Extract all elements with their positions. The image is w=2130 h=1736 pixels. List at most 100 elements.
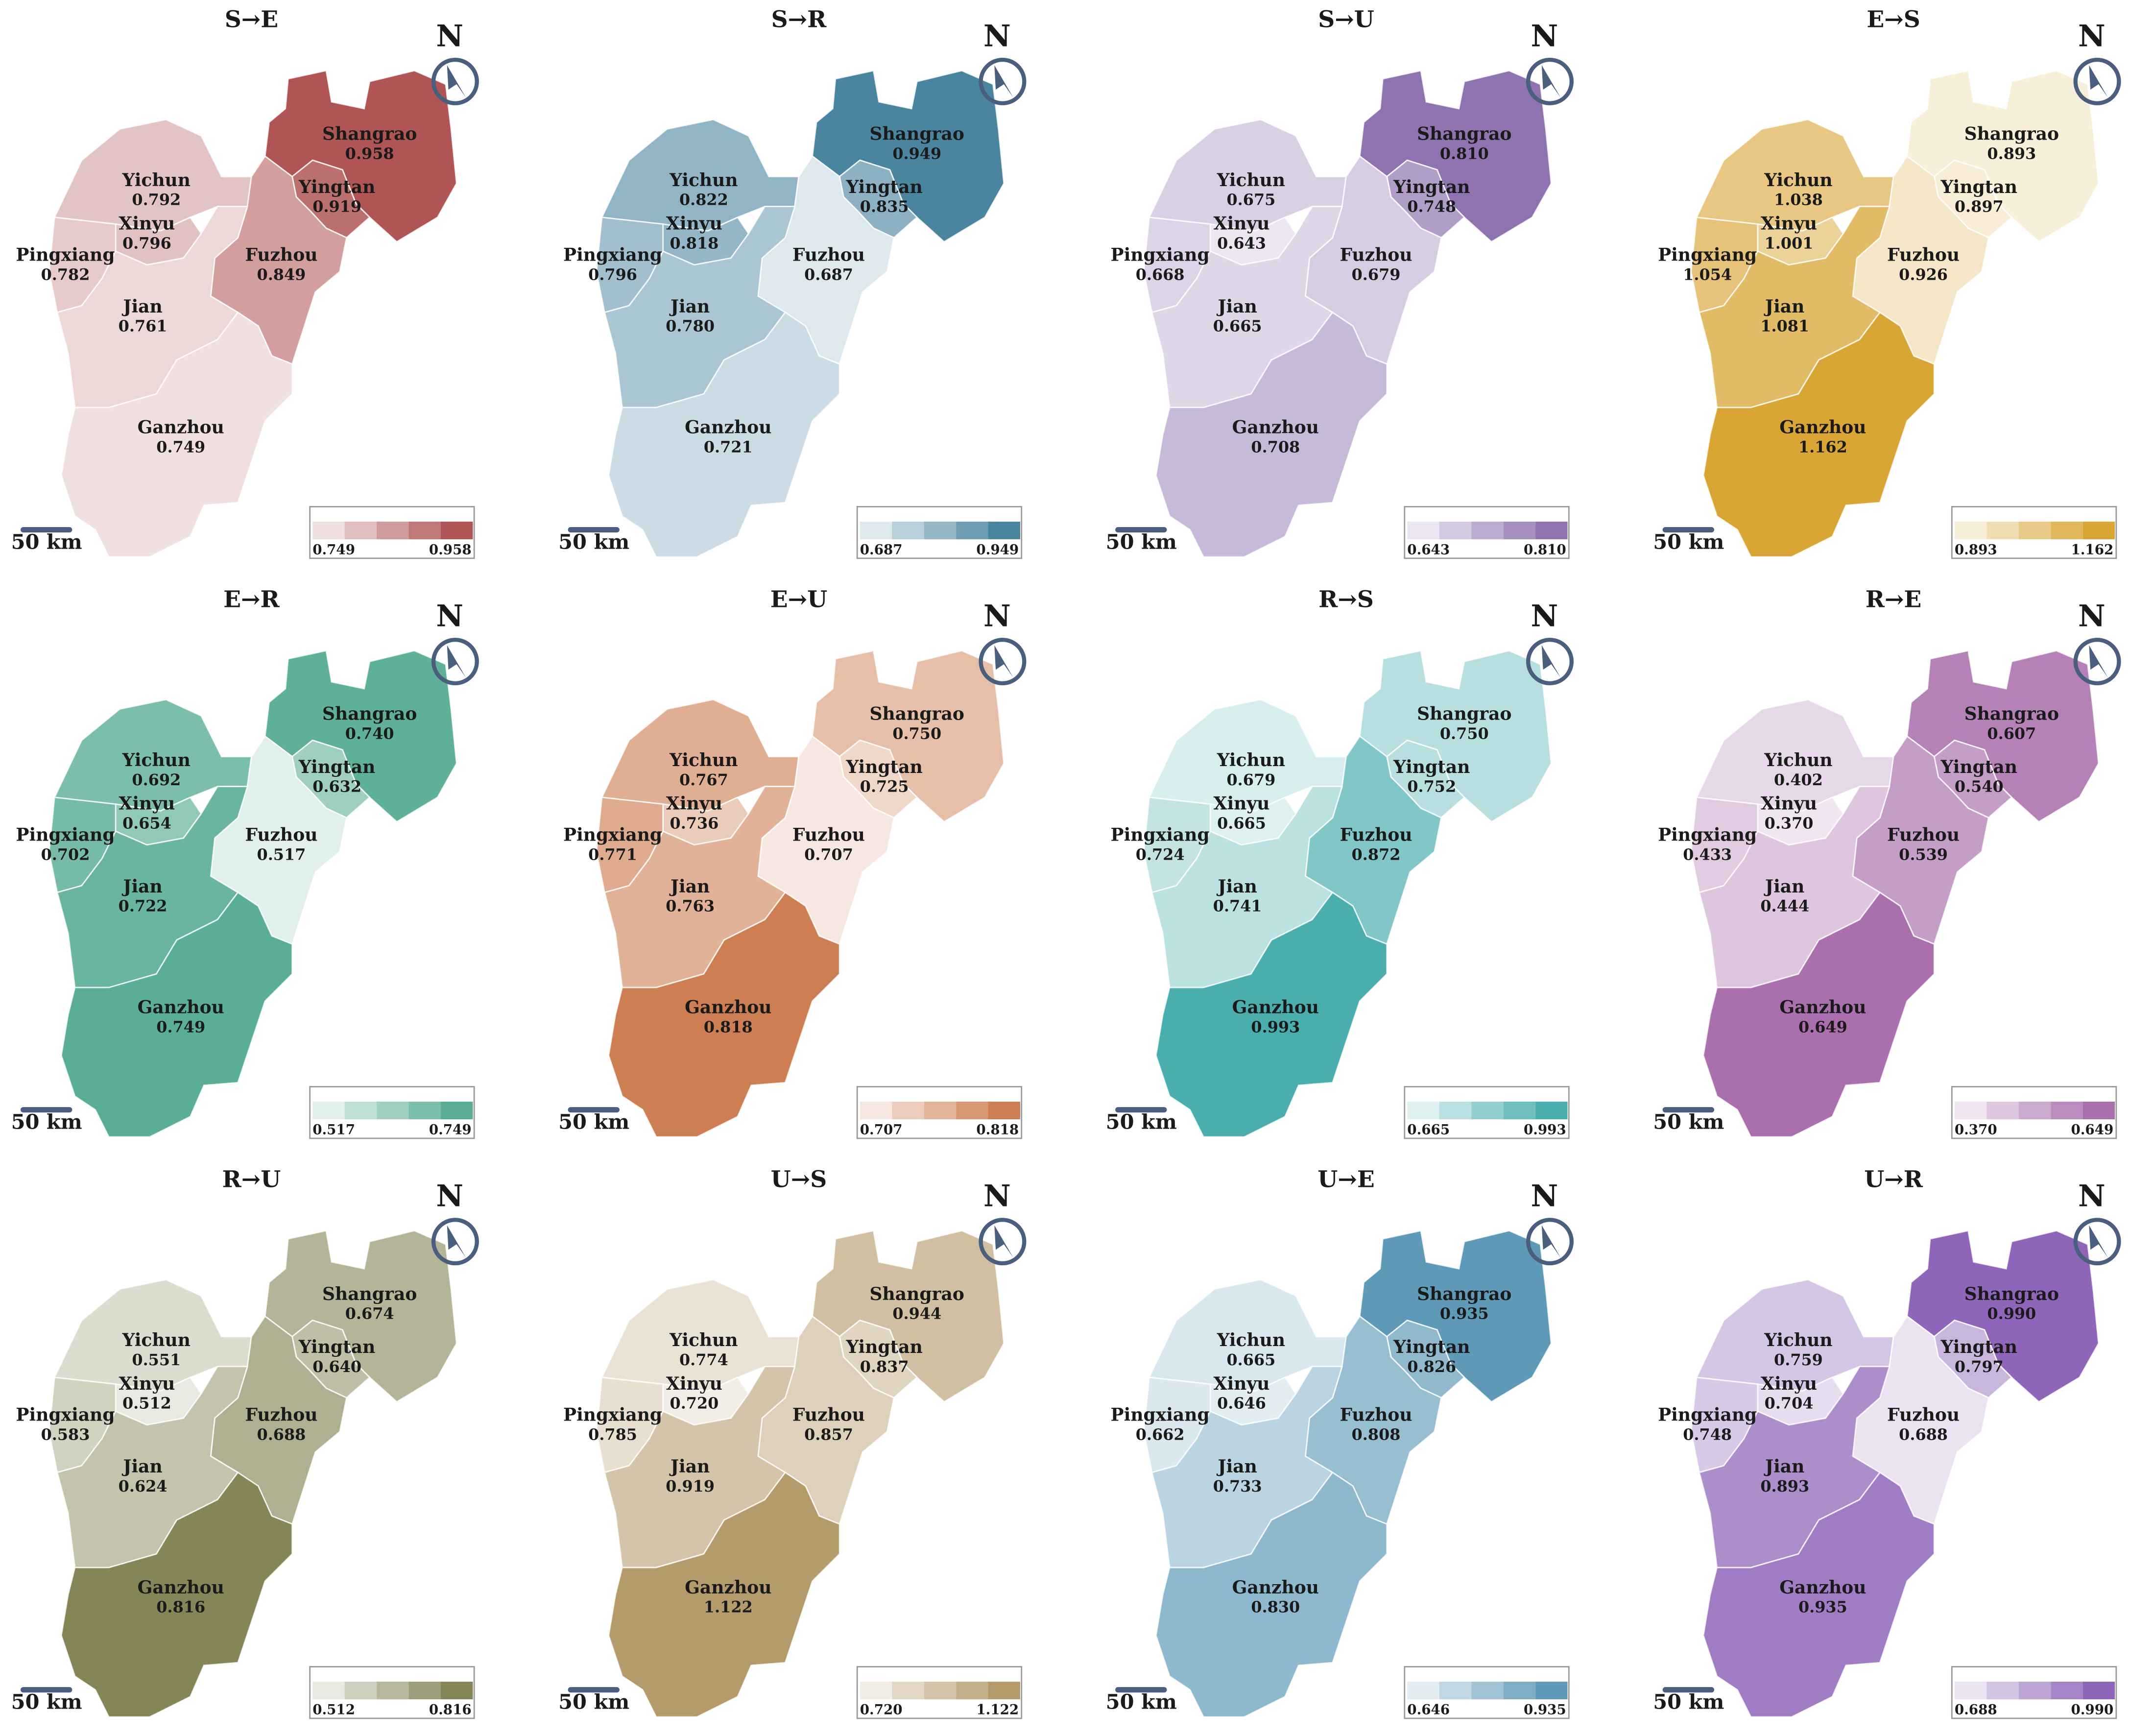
region-value: 0.649 xyxy=(1798,1018,1847,1037)
legend-swatch xyxy=(408,521,441,539)
region-value: 0.721 xyxy=(704,437,753,456)
legend-swatch xyxy=(2082,521,2115,539)
scale-label: 50 km xyxy=(1653,1109,1724,1133)
legend-swatch xyxy=(312,521,345,539)
region-name: Yingtan xyxy=(298,176,375,197)
region-value: 0.818 xyxy=(704,1018,753,1037)
region-value: 0.835 xyxy=(860,197,909,216)
compass xyxy=(1526,637,1574,686)
legend-max: 0.993 xyxy=(1524,1122,1566,1138)
north-label: N xyxy=(983,599,1011,633)
region-name: Ganzhou xyxy=(685,417,771,438)
legend-max: 0.990 xyxy=(2071,1702,2114,1718)
region-name: Yichun xyxy=(122,749,191,771)
region-name: Pingxiang xyxy=(563,1404,662,1425)
panel-title: U→S xyxy=(771,1166,827,1193)
region-value: 0.632 xyxy=(312,777,361,796)
region-value: 0.724 xyxy=(1136,845,1185,864)
region-name: Shangrao xyxy=(1417,703,1511,724)
region-name: Pingxiang xyxy=(1111,824,1210,845)
north-label: N xyxy=(983,19,1011,53)
compass-needle xyxy=(447,645,466,678)
legend-swatch xyxy=(1407,521,1439,539)
scale-label: 50 km xyxy=(1653,1690,1724,1714)
region-value: 0.733 xyxy=(1213,1477,1262,1495)
region-value: 0.893 xyxy=(1987,144,2036,163)
region-value: 0.792 xyxy=(132,191,181,209)
region-name: Shangrao xyxy=(1964,703,2059,724)
compass-needle xyxy=(994,645,1014,678)
region-name: Yichun xyxy=(122,169,191,191)
legend-swatch xyxy=(344,521,377,539)
region-value: 0.433 xyxy=(1683,845,1732,864)
region-value: 0.849 xyxy=(257,265,306,284)
legend-swatch xyxy=(860,1101,892,1120)
region-value: 0.624 xyxy=(119,1477,168,1495)
legend-swatch xyxy=(1471,1101,1504,1120)
region-value: 0.774 xyxy=(679,1350,728,1369)
region-value: 0.926 xyxy=(1899,265,1948,284)
panel-title: U→E xyxy=(1317,1166,1375,1193)
region-name: Pingxiang xyxy=(1658,244,1757,265)
region-value: 1.122 xyxy=(704,1598,753,1616)
region-value: 0.759 xyxy=(1774,1350,1823,1369)
region-value: 0.665 xyxy=(1217,814,1266,833)
scale-label: 50 km xyxy=(558,1109,629,1133)
region-value: 0.808 xyxy=(1352,1425,1401,1444)
region-name: Pingxiang xyxy=(1111,1404,1210,1425)
region-value: 0.919 xyxy=(666,1477,715,1495)
scale-bar xyxy=(1115,527,1167,533)
region-name: Fuzhou xyxy=(1340,824,1412,845)
region-value: 0.662 xyxy=(1136,1425,1185,1444)
legend-swatch xyxy=(988,521,1020,539)
legend-swatch xyxy=(1535,521,1568,539)
legend-swatch xyxy=(1535,1101,1568,1120)
region-name: Yingtan xyxy=(845,176,922,197)
region-name: Jian xyxy=(121,876,162,897)
compass xyxy=(1526,1218,1574,1266)
legend-swatch xyxy=(956,521,988,539)
north-label: N xyxy=(436,599,463,633)
region-value: 0.679 xyxy=(1352,265,1401,284)
north-label: N xyxy=(1531,1179,1558,1213)
region-name: Fuzhou xyxy=(1340,1404,1412,1425)
legend-swatch xyxy=(2051,1682,2083,1700)
region-name: Xinyu xyxy=(1213,793,1269,814)
compass-needle xyxy=(1541,645,1561,678)
region-value: 0.919 xyxy=(312,197,361,216)
scale-bar xyxy=(20,527,72,533)
region-value: 0.679 xyxy=(1227,771,1276,789)
scale-bar xyxy=(20,1687,72,1693)
region-name: Yingtan xyxy=(845,756,922,777)
legend-swatch xyxy=(892,1101,924,1120)
region-name: Pingxiang xyxy=(1658,824,1757,845)
region-value: 0.675 xyxy=(1227,191,1276,209)
scale-label: 50 km xyxy=(1106,1690,1177,1714)
legend-swatch xyxy=(1954,521,1987,539)
region-value: 1.038 xyxy=(1774,191,1823,209)
region-value: 0.767 xyxy=(679,771,728,789)
map-panel: S→EShangrao0.958Yingtan0.919Yichun0.792X… xyxy=(11,6,479,559)
legend-max: 0.749 xyxy=(429,1122,472,1138)
region-name: Xinyu xyxy=(1213,1373,1269,1394)
compass-needle xyxy=(994,65,1014,98)
legend-max: 1.122 xyxy=(976,1702,1019,1718)
north-label: N xyxy=(436,19,463,53)
region-name: Shangrao xyxy=(322,703,417,724)
legend-swatch xyxy=(1503,1101,1536,1120)
region-name: Ganzhou xyxy=(138,997,224,1018)
region-value: 0.944 xyxy=(892,1304,941,1323)
region-value: 0.540 xyxy=(1955,777,2004,796)
region-value: 0.665 xyxy=(1213,317,1262,336)
region-name: Ganzhou xyxy=(1779,1577,1866,1598)
scale-label: 50 km xyxy=(558,530,629,554)
legend-swatch xyxy=(924,1101,957,1120)
legend-swatch xyxy=(860,1682,892,1700)
scale-bar xyxy=(568,1687,620,1693)
region-value: 0.822 xyxy=(679,191,728,209)
region-name: Ganzhou xyxy=(685,997,771,1018)
legend-swatch xyxy=(344,1682,377,1700)
